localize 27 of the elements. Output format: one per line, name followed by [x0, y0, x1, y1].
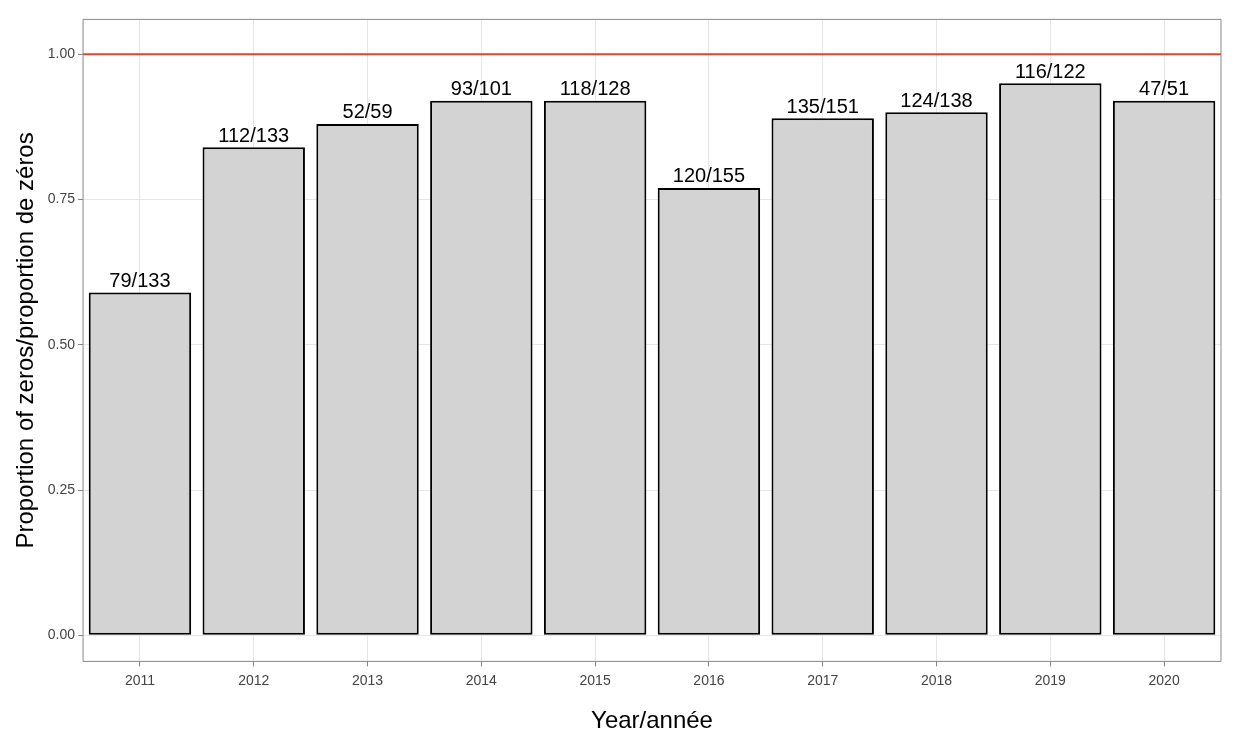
- y-axis-title: Proportion of zeros/proportion de zéros: [11, 132, 39, 549]
- x-tick-label: 2018: [920, 671, 953, 688]
- x-tick-label: 2017: [807, 671, 839, 688]
- data-label: 47/51: [1139, 77, 1190, 100]
- data-label: 116/122: [1014, 59, 1086, 82]
- data-label: 118/128: [559, 77, 631, 100]
- y-tick-label: 0.25: [47, 480, 76, 497]
- x-tick-label: 2020: [1148, 671, 1180, 688]
- x-tick-label: 2013: [351, 671, 384, 688]
- data-label: 93/101: [450, 77, 512, 100]
- data-label: 79/133: [109, 268, 171, 291]
- y-tick-label: 1.00: [47, 45, 76, 62]
- x-tick-label: 2014: [465, 671, 498, 688]
- x-tick-label: 2019: [1034, 671, 1067, 688]
- data-label: 124/138: [900, 88, 973, 111]
- y-tick-label: 0.00: [47, 626, 76, 643]
- data-label: 52/59: [342, 100, 393, 123]
- x-axis-title: Year/année: [591, 706, 713, 734]
- x-tick-label: 2015: [579, 671, 611, 688]
- data-label: 135/151: [786, 94, 859, 117]
- y-tick-label: 0.75: [47, 190, 76, 207]
- data-label: 112/133: [218, 123, 290, 146]
- data-label: 120/155: [672, 164, 746, 187]
- y-tick-label: 0.50: [47, 335, 76, 352]
- x-tick-label: 2011: [124, 671, 156, 688]
- x-tick-label: 2016: [693, 671, 725, 688]
- x-tick-label: 2012: [238, 671, 270, 688]
